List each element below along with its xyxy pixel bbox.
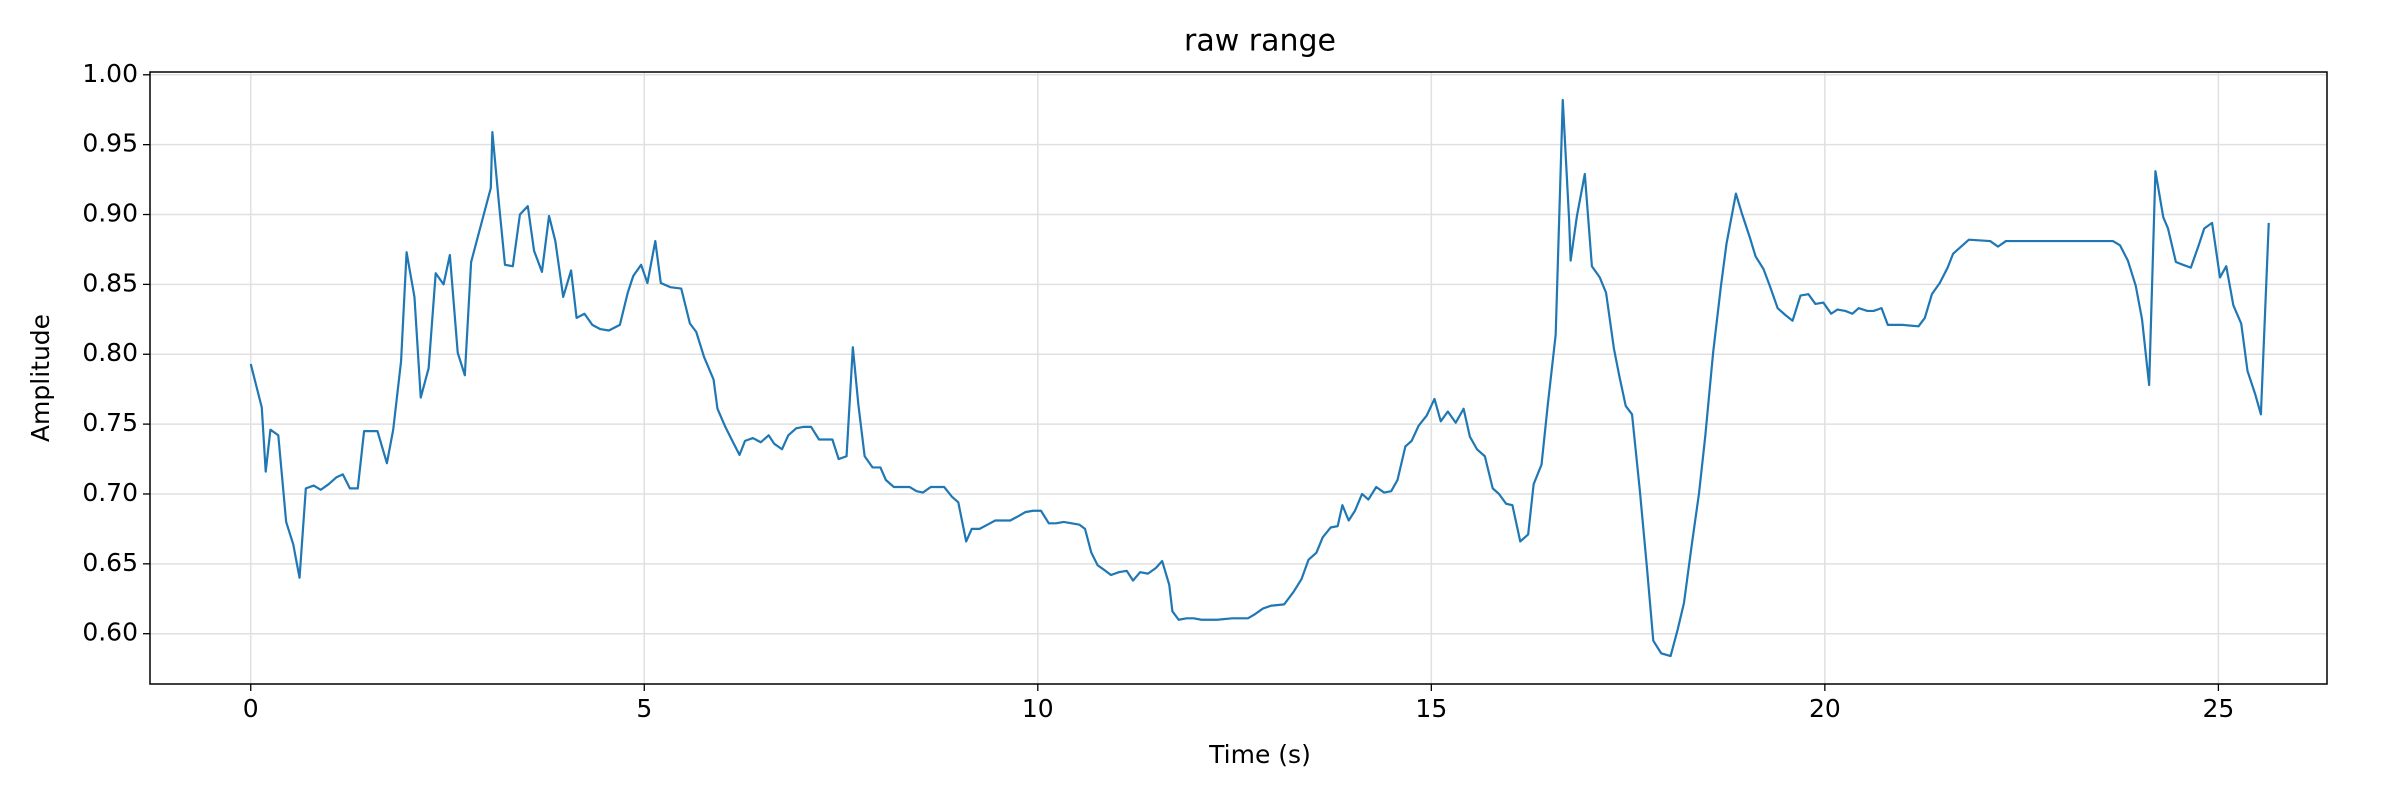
y-tick-label: 0.60 xyxy=(82,618,138,647)
y-tick-label: 0.70 xyxy=(82,478,138,507)
x-tick-label: 10 xyxy=(1022,694,1054,723)
y-tick-label: 0.65 xyxy=(82,548,138,577)
data-line xyxy=(249,98,2270,658)
chart-title: raw range xyxy=(1184,24,1336,59)
x-tick-label: 20 xyxy=(1809,694,1841,723)
x-tick-label: 25 xyxy=(2202,694,2234,723)
y-tick-label: 0.80 xyxy=(82,338,138,367)
plot-frame xyxy=(149,71,2328,685)
y-axis-label: Amplitude xyxy=(26,314,55,442)
y-tick-label: 0.90 xyxy=(82,199,138,228)
y-tick-label: 0.95 xyxy=(82,129,138,158)
y-tick-label: 1.00 xyxy=(82,59,138,88)
x-axis-label: Time (s) xyxy=(1208,740,1311,769)
x-tick-label: 5 xyxy=(636,694,652,723)
y-tick-label: 0.85 xyxy=(82,268,138,297)
x-tick-label: 15 xyxy=(1415,694,1447,723)
x-tick-label: 0 xyxy=(243,694,259,723)
y-tick-label: 0.75 xyxy=(82,408,138,437)
